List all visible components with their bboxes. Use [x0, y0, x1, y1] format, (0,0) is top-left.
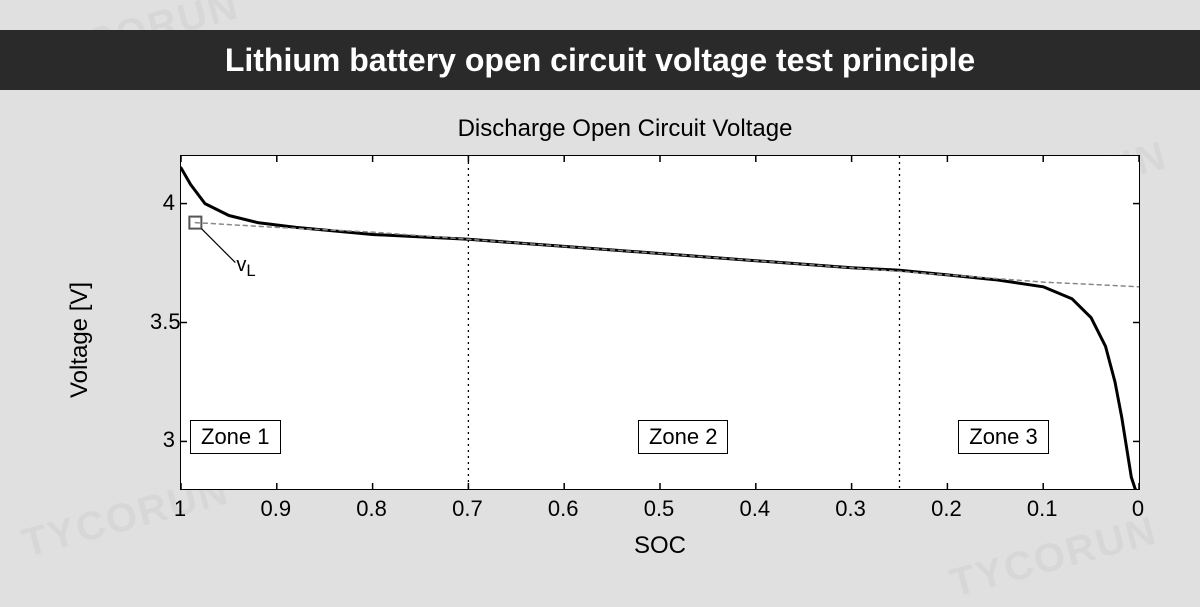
- y-tick-label: 3.5: [150, 309, 175, 335]
- zone-label: Zone 1: [190, 420, 281, 454]
- x-tick-label: 0.2: [931, 496, 962, 522]
- marker-label: vL: [236, 254, 255, 281]
- x-axis-label: SOC: [180, 532, 1140, 560]
- page-title: Lithium battery open circuit voltage tes…: [225, 42, 975, 79]
- chart-title: Discharge Open Circuit Voltage: [90, 115, 1160, 143]
- x-tick-label: 0.6: [548, 496, 579, 522]
- x-tick-label: 0.4: [740, 496, 771, 522]
- x-tick-label: 0: [1132, 496, 1144, 522]
- x-tick-label: 1: [174, 496, 186, 522]
- x-tick-label: 0.1: [1027, 496, 1058, 522]
- y-tick-label: 3: [150, 427, 175, 453]
- y-axis-label: Voltage [V]: [66, 282, 94, 398]
- x-tick-label: 0.5: [644, 496, 675, 522]
- zone-label: Zone 3: [958, 420, 1049, 454]
- chart-container: Discharge Open Circuit Voltage Voltage […: [90, 110, 1160, 570]
- zone-label: Zone 2: [638, 420, 729, 454]
- x-tick-label: 0.7: [452, 496, 483, 522]
- x-tick-label: 0.8: [356, 496, 387, 522]
- x-tick-label: 0.9: [261, 496, 292, 522]
- page-title-bar: Lithium battery open circuit voltage tes…: [0, 30, 1200, 90]
- x-tick-label: 0.3: [835, 496, 866, 522]
- y-tick-label: 4: [150, 190, 175, 216]
